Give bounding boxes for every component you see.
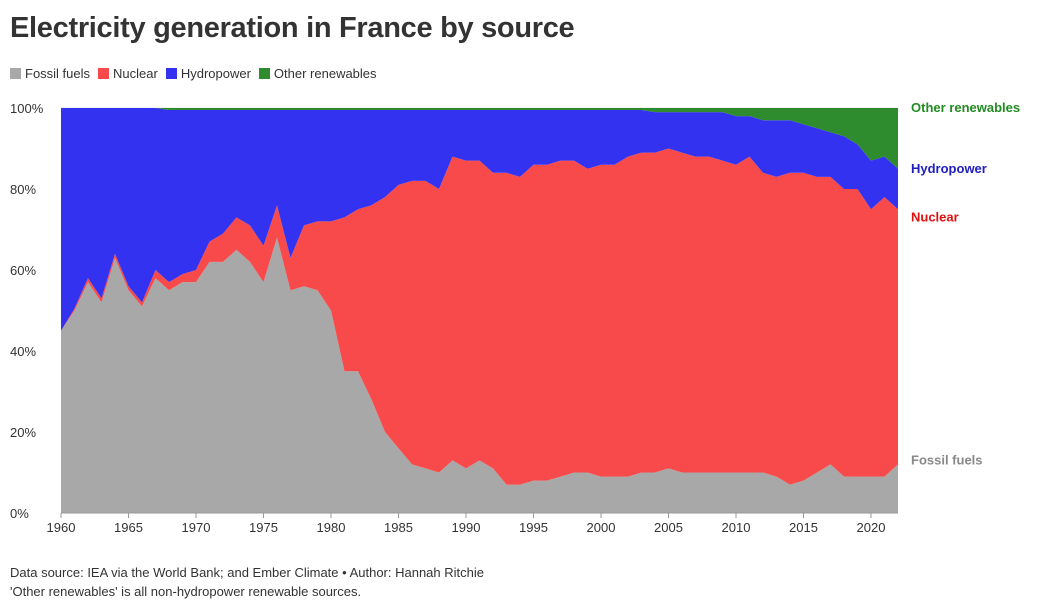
y-tick-label-80: 80% [10,182,36,197]
legend-swatch-other [258,68,270,79]
footer-notes: Data source: IEA via the World Bank; and… [10,563,484,601]
x-tick-label-1995: 1995 [519,520,548,535]
legend: Fossil fuels Nuclear Hydropower Other re… [10,66,377,81]
legend-item-nuclear: Nuclear [98,66,158,81]
area-other [61,108,898,169]
x-tick-label-1970: 1970 [182,520,211,535]
x-tick-label-2000: 2000 [587,520,616,535]
x-tick-label-1960: 1960 [47,520,76,535]
legend-label-other: Other renewables [273,66,377,81]
legend-swatch-fossil [10,68,21,79]
legend-item-hydro: Hydropower [165,66,251,81]
x-tick-label-1985: 1985 [384,520,413,535]
x-tick-label-2005: 2005 [654,520,683,535]
x-tick-label-1965: 1965 [114,520,143,535]
end-label-fossil: Fossil fuels [911,452,983,467]
legend-label-fossil: Fossil fuels [25,66,91,81]
end-labels: Other renewables Hydropower Nuclear Foss… [911,100,1020,467]
footer-source: Data source: IEA via the World Bank; and… [10,565,484,580]
end-label-hydro: Hydropower [911,161,987,176]
x-tick-label-1980: 1980 [317,520,346,535]
y-tick-label-0: 0% [10,506,29,521]
legend-item-fossil: Fossil fuels [10,66,90,81]
x-tick-label-1975: 1975 [249,520,278,535]
area-hydro [61,108,898,331]
legend-swatch-nuclear [98,68,110,79]
y-tick-label-100: 100% [10,101,44,116]
x-tick-label-1990: 1990 [452,520,481,535]
x-tick-label-2010: 2010 [722,520,751,535]
y-tick-label-60: 60% [10,263,36,278]
chart-title: Electricity generation in France by sour… [10,12,575,44]
axes: 0% 20% 40% 60% 80% 100% 1960 1965 1970 1975 1980 19… [10,101,898,535]
x-tick-label-2020: 2020 [857,520,886,535]
y-tick-label-40: 40% [10,344,36,359]
area-nuclear [61,148,898,485]
area-series [61,108,898,513]
y-tick-label-20: 20% [10,425,36,440]
legend-swatch-hydro [165,68,177,79]
area-fossil [61,237,898,513]
end-label-other: Other renewables [911,100,1020,115]
legend-label-hydro: Hydropower [180,66,251,81]
legend-item-other: Other renewables [258,66,377,81]
legend-label-nuclear: Nuclear [113,66,158,81]
x-tick-label-2015: 2015 [789,520,818,535]
footer-note: 'Other renewables' is all non-hydropower… [10,584,362,599]
end-label-nuclear: Nuclear [911,209,959,224]
